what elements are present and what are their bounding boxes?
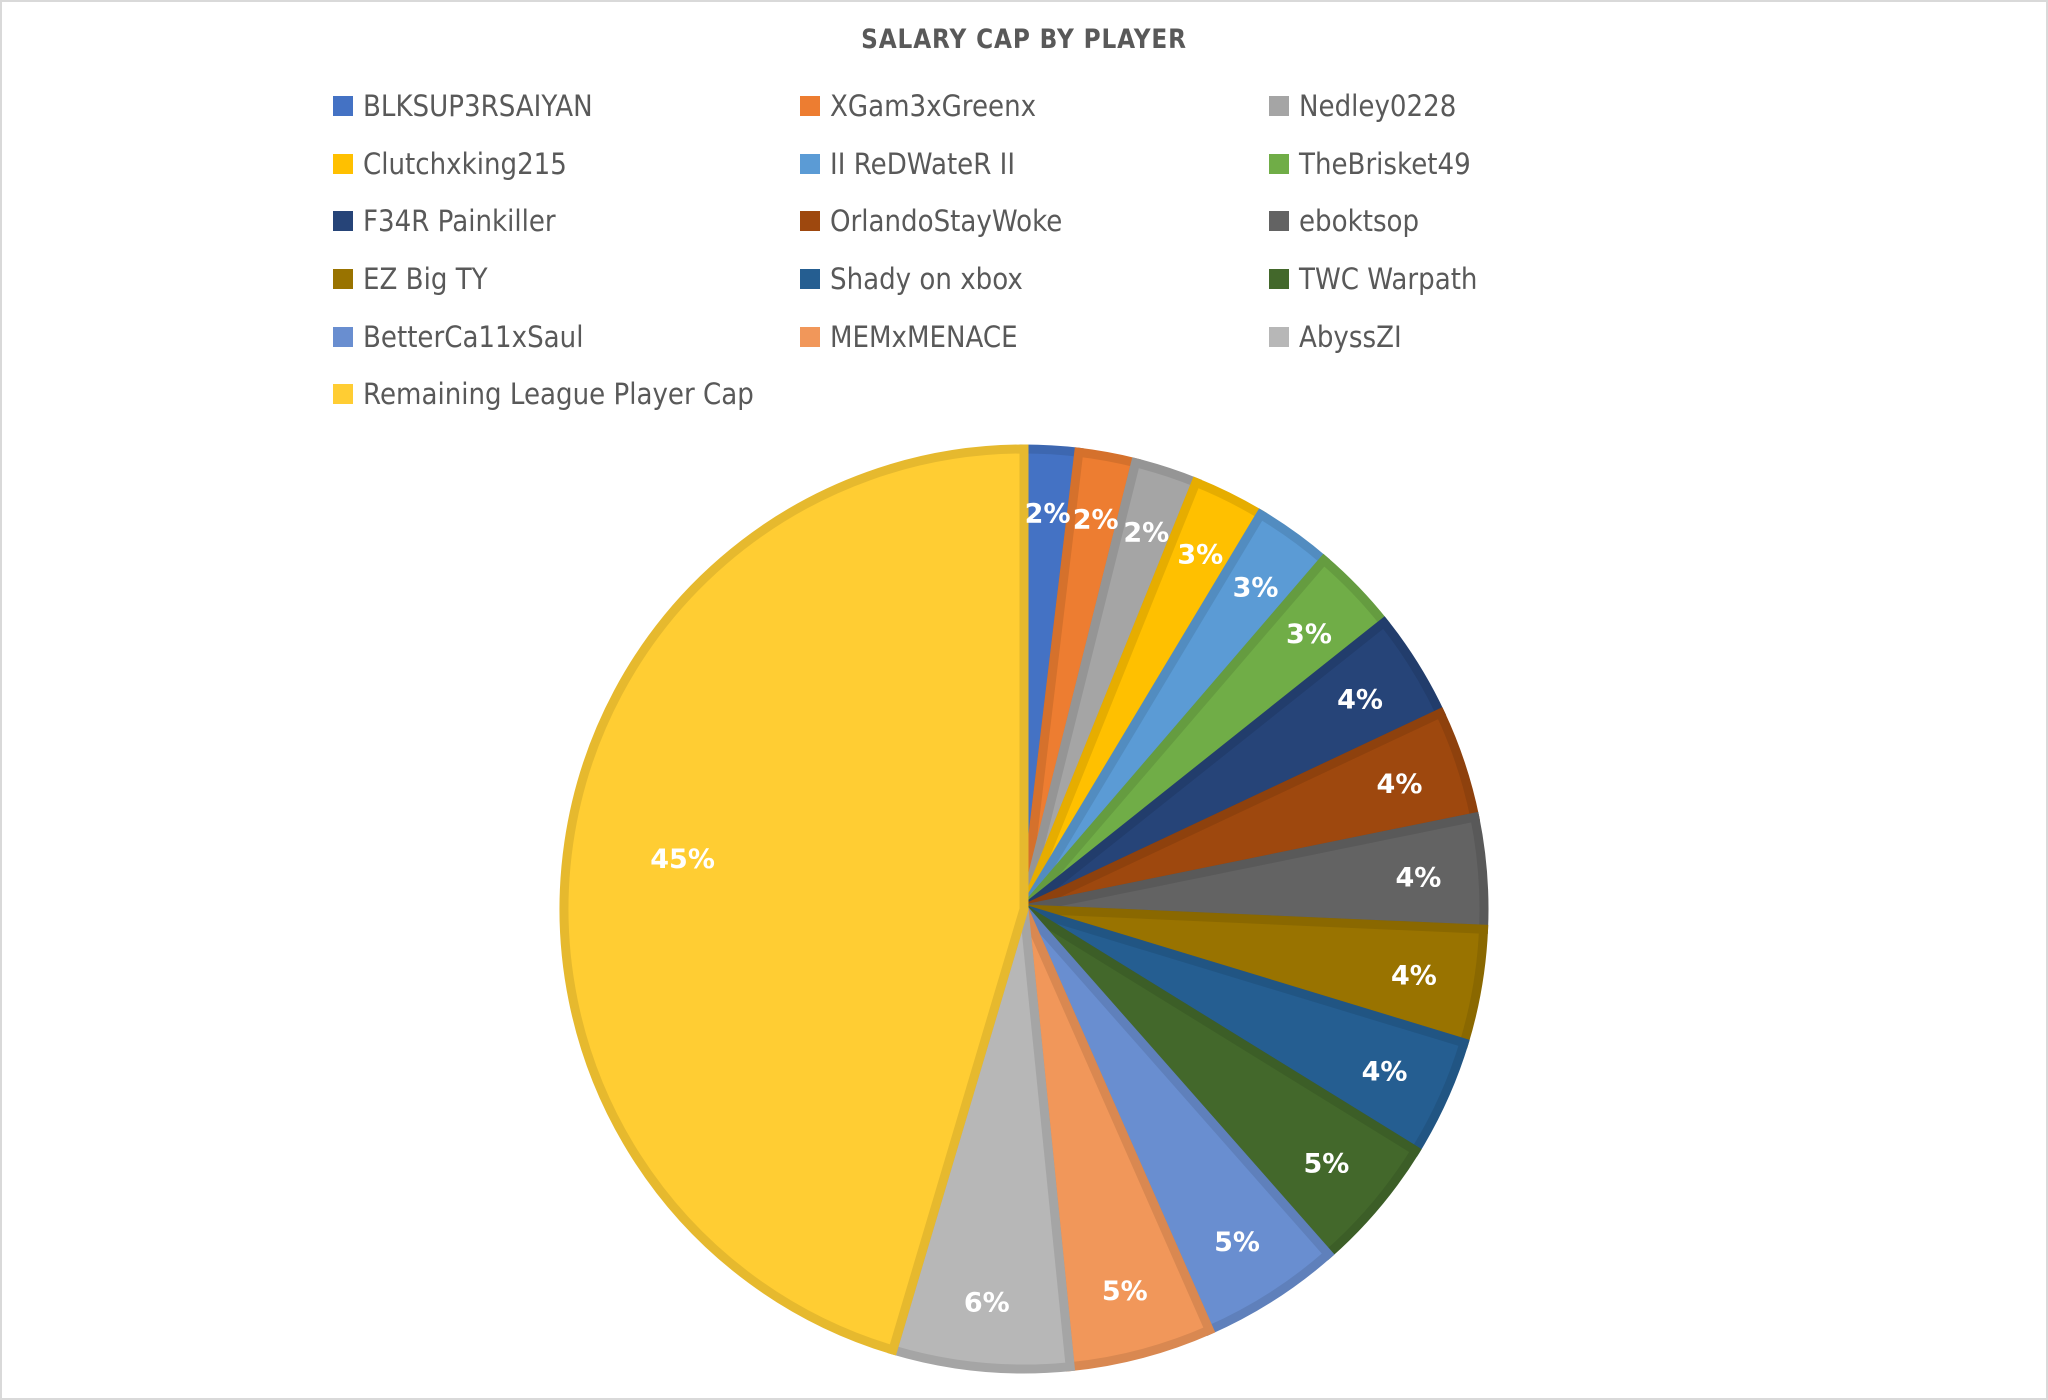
legend-item-clutchxking215[interactable]: Clutchxking215 [333, 144, 590, 184]
legend-item-ii-redwater-ii[interactable]: II ReDWateR II [800, 144, 1036, 184]
data-label: 2% [1025, 499, 1071, 530]
legend-item-eboktsop[interactable]: eboktsop [1269, 201, 1432, 241]
legend-label: Shady on xbox [830, 262, 1023, 296]
data-label: 4% [1395, 862, 1441, 893]
legend-label: OrlandoStayWoke [830, 204, 1063, 238]
legend-swatch [333, 154, 353, 174]
legend-item-memxmenace[interactable]: MEMxMENACE [800, 317, 1038, 357]
legend-item-thebrisket49[interactable]: TheBrisket49 [1269, 144, 1490, 184]
legend-swatch [800, 269, 820, 289]
chart-legend: BLKSUP3RSAIYAN XGam3xGreenx Nedley0228 C… [0, 0, 2048, 430]
legend-swatch [1269, 269, 1289, 289]
legend-item-nedley0228[interactable]: Nedley0228 [1269, 86, 1474, 126]
legend-item-shady-on-xbox[interactable]: Shady on xbox [800, 259, 1044, 299]
legend-swatch [800, 211, 820, 231]
legend-item-betterca11xsaul[interactable]: BetterCa11xSaul [333, 317, 608, 357]
legend-label: F34R Painkiller [363, 204, 556, 238]
data-label: 4% [1362, 1056, 1408, 1087]
data-label: 2% [1073, 504, 1119, 535]
legend-label: BetterCa11xSaul [363, 320, 584, 354]
data-label: 45% [650, 844, 715, 875]
data-label: 2% [1123, 517, 1169, 548]
data-label: 5% [1214, 1227, 1260, 1258]
legend-swatch [333, 384, 353, 404]
legend-label: BLKSUP3RSAIYAN [363, 89, 593, 123]
legend-label: eboktsop [1299, 204, 1420, 238]
data-label: 3% [1286, 619, 1332, 650]
legend-item-xgam3xgreenx[interactable]: XGam3xGreenx [800, 86, 1059, 126]
legend-swatch [1269, 96, 1289, 116]
data-label: 6% [964, 1287, 1010, 1318]
legend-swatch [800, 154, 820, 174]
data-label: 5% [1304, 1149, 1350, 1180]
legend-label: MEMxMENACE [830, 320, 1018, 354]
legend-swatch [333, 96, 353, 116]
legend-label: Clutchxking215 [363, 147, 567, 181]
legend-swatch [333, 269, 353, 289]
legend-swatch [1269, 154, 1289, 174]
data-label: 3% [1233, 573, 1279, 604]
pie-slice-remaining-league-player-cap[interactable] [559, 444, 1029, 1356]
legend-item-twc-warpath[interactable]: TWC Warpath [1269, 259, 1497, 299]
legend-item-orlandostaywoke[interactable]: OrlandoStayWoke [800, 201, 1088, 241]
legend-item-blksup3rsaiyan[interactable]: BLKSUP3RSAIYAN [333, 86, 618, 126]
legend-swatch [800, 96, 820, 116]
data-label: 3% [1177, 539, 1223, 570]
legend-label: XGam3xGreenx [830, 89, 1037, 123]
legend-label: EZ Big TY [363, 262, 488, 296]
legend-swatch [333, 327, 353, 347]
legend-swatch [800, 327, 820, 347]
legend-item-remaining-league-player-cap[interactable]: Remaining League Player Cap [333, 374, 797, 414]
data-label: 4% [1377, 769, 1423, 800]
pie-slice-abysszi[interactable] [887, 907, 1076, 1374]
legend-item-ez-big-ty[interactable]: EZ Big TY [333, 259, 501, 299]
legend-label: II ReDWateR II [830, 147, 1016, 181]
legend-swatch [333, 211, 353, 231]
legend-swatch [1269, 327, 1289, 347]
data-label: 4% [1337, 685, 1383, 716]
legend-label: AbyssZI [1299, 320, 1402, 354]
legend-label: Remaining League Player Cap [363, 377, 754, 411]
data-label: 4% [1391, 960, 1437, 991]
legend-label: Nedley0228 [1299, 89, 1457, 123]
legend-item-f34r-painkiller[interactable]: F34R Painkiller [333, 201, 577, 241]
chart-title: SALARY CAP BY PLAYER [861, 24, 1187, 55]
legend-swatch [1269, 211, 1289, 231]
legend-label: TheBrisket49 [1299, 147, 1471, 181]
legend-label: TWC Warpath [1299, 262, 1478, 296]
data-label: 5% [1102, 1276, 1148, 1307]
legend-item-abysszi[interactable]: AbyssZI [1269, 317, 1413, 357]
